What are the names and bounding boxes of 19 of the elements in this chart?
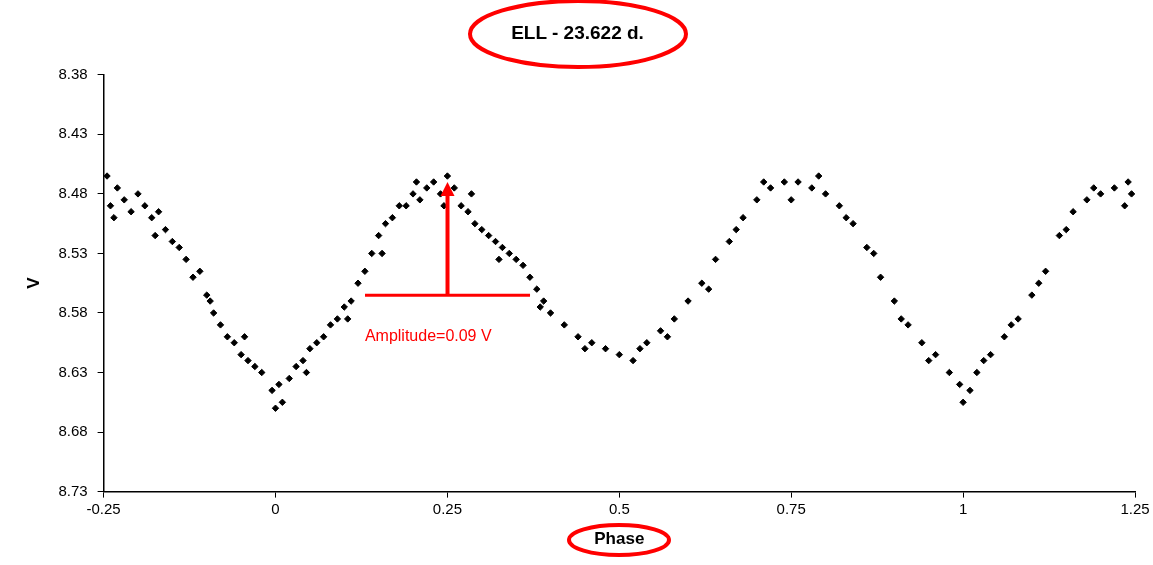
x-tick-label: -0.25 bbox=[86, 499, 121, 517]
x-tick-label: 0.25 bbox=[432, 499, 462, 517]
chart-title: ELL - 23.622 d. bbox=[511, 21, 644, 43]
x-tick-label: 1.25 bbox=[1120, 499, 1150, 517]
y-tick-label: 8.38 bbox=[58, 64, 88, 82]
y-tick-label: 8.48 bbox=[58, 184, 88, 202]
x-tick-label: 0 bbox=[271, 499, 280, 517]
y-tick-label: 8.63 bbox=[58, 362, 88, 380]
y-tick-label: 8.53 bbox=[58, 243, 88, 261]
x-tick-label: 0.75 bbox=[776, 499, 806, 517]
y-axis-title: V bbox=[23, 276, 43, 289]
x-axis-title: Phase bbox=[594, 529, 645, 549]
y-tick-label: 8.43 bbox=[58, 124, 88, 142]
annotation: Amplitude=0.09 V bbox=[364, 327, 492, 345]
y-tick-label: 8.58 bbox=[58, 303, 88, 321]
y-tick-label: 8.68 bbox=[58, 422, 88, 440]
x-tick-label: 1 bbox=[958, 499, 968, 517]
x-tick-label: 0.5 bbox=[608, 499, 630, 517]
y-tick-label: 8.73 bbox=[58, 481, 88, 499]
